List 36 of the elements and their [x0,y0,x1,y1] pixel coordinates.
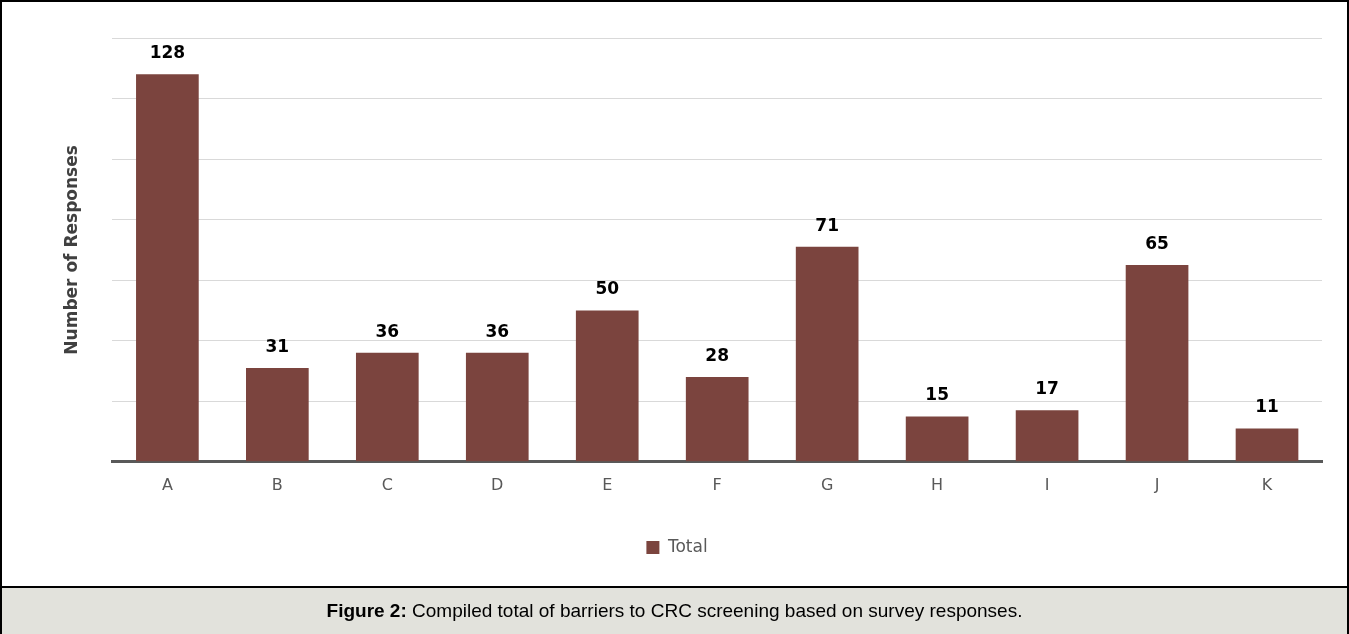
data-label: 36 [375,320,400,341]
bar [1015,410,1079,462]
x-tick-label: F [712,474,722,494]
data-label: 28 [705,344,730,365]
bar [685,377,749,462]
x-tick-label: B [271,474,283,494]
caption: Figure 2: Compiled total of barriers to CRC screening based on survey responses. [326,600,1023,622]
x-tick-label: A [161,474,173,494]
y-axis-title: Number of Responses [60,145,81,355]
bar [355,352,419,462]
bar [1235,428,1299,462]
bar [905,416,969,462]
bar [246,367,309,462]
x-tick-label: C [381,474,393,494]
bar [795,246,859,462]
data-label: 17 [1035,378,1059,399]
bar [575,310,639,462]
legend-label: Total [666,535,708,556]
data-label: 128 [149,42,186,63]
data-label: 65 [1145,232,1169,253]
data-label: 31 [265,335,290,356]
bar [1125,265,1189,462]
data-label: 15 [925,384,949,405]
bar [465,352,529,462]
data-label: 11 [1255,396,1279,417]
x-tick-label: E [602,474,613,494]
x-tick-label: I [1044,474,1050,494]
x-tick-label: G [820,474,834,494]
x-tick-label: J [1153,474,1160,494]
data-label: 50 [595,278,620,299]
data-label: 71 [815,214,839,235]
bar [136,74,199,462]
x-tick-label: D [491,474,504,494]
x-tick-label: K [1261,474,1273,494]
x-tick-label: H [931,474,944,494]
data-label: 36 [485,320,510,341]
